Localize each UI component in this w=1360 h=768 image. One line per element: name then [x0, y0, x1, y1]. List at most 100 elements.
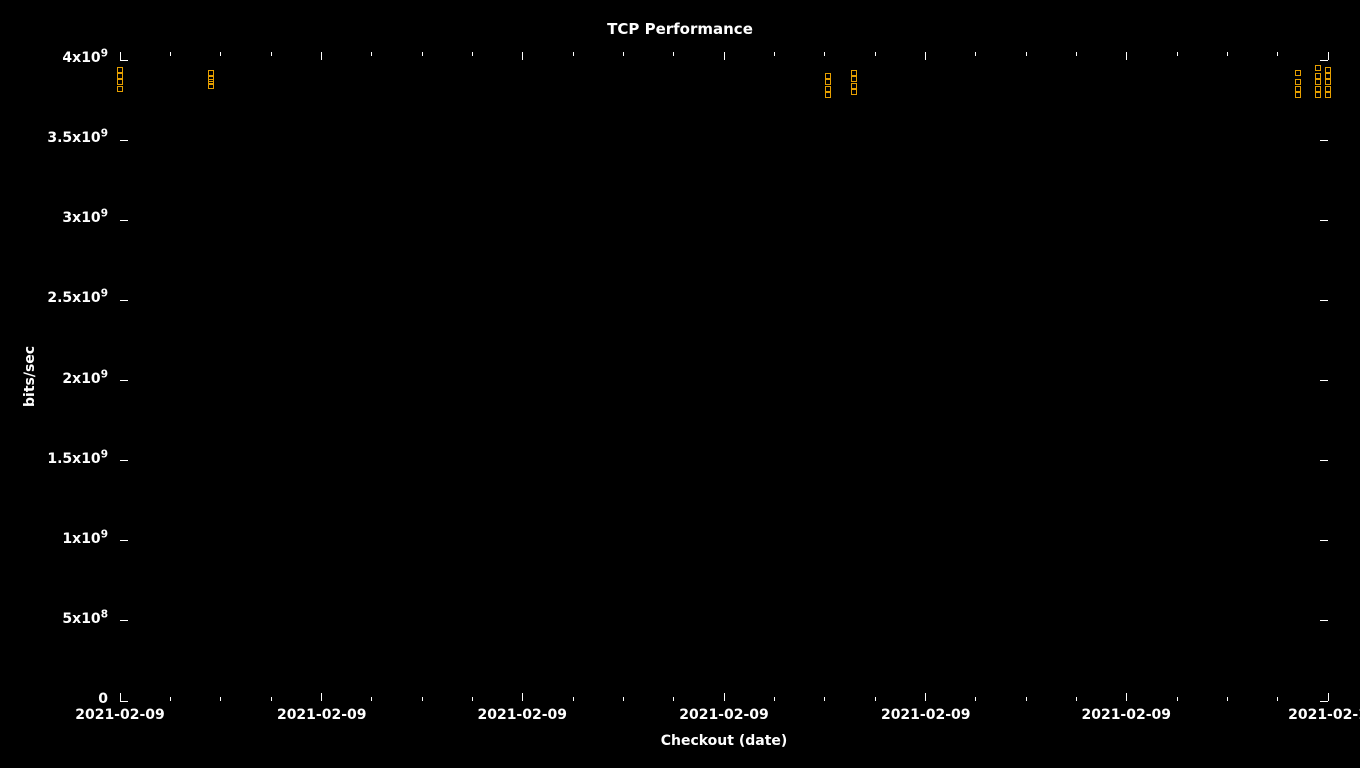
data-point	[1315, 92, 1321, 98]
data-point	[117, 73, 123, 79]
data-point	[117, 86, 123, 92]
x-axis-label: Checkout (date)	[120, 733, 1328, 749]
x-minor-tick	[673, 697, 674, 701]
data-point	[1315, 73, 1321, 79]
data-point	[851, 83, 857, 89]
y-tick-label: 4x109	[0, 50, 108, 66]
x-minor-tick	[573, 52, 574, 56]
y-tick-label: 3.5x109	[0, 130, 108, 146]
data-point	[851, 70, 857, 76]
chart-title: TCP Performance	[0, 20, 1360, 38]
y-tick-label: 2x109	[0, 371, 108, 387]
y-tick	[1320, 460, 1328, 461]
data-point	[1315, 65, 1321, 71]
x-minor-tick	[623, 52, 624, 56]
data-point	[825, 86, 831, 92]
x-minor-tick	[220, 52, 221, 56]
y-tick	[120, 380, 128, 381]
data-point	[117, 79, 123, 85]
y-tick	[120, 140, 128, 141]
y-tick-label: 1.5x109	[0, 451, 108, 467]
x-minor-tick	[1177, 697, 1178, 701]
data-point	[851, 76, 857, 82]
x-minor-tick	[170, 697, 171, 701]
data-point	[1295, 86, 1301, 92]
y-tick-label: 5x108	[0, 611, 108, 627]
data-point	[1295, 70, 1301, 76]
x-tick-label: 2021-02-09	[1066, 707, 1186, 723]
x-minor-tick	[170, 52, 171, 56]
y-tick	[1320, 220, 1328, 221]
y-tick	[1320, 140, 1328, 141]
x-minor-tick	[573, 697, 574, 701]
x-tick	[1328, 693, 1329, 701]
y-tick	[120, 540, 128, 541]
data-point	[1315, 86, 1321, 92]
x-minor-tick	[1227, 52, 1228, 56]
x-minor-tick	[1076, 52, 1077, 56]
x-tick-label: 2021-02-09	[866, 707, 986, 723]
y-tick-label: 3x109	[0, 210, 108, 226]
x-tick	[321, 52, 322, 60]
data-point	[825, 73, 831, 79]
y-tick	[120, 620, 128, 621]
x-minor-tick	[774, 697, 775, 701]
y-tick	[1320, 380, 1328, 381]
x-tick-label: 2021-02-09	[262, 707, 382, 723]
y-tick	[120, 460, 128, 461]
x-minor-tick	[220, 697, 221, 701]
x-tick	[522, 693, 523, 701]
x-tick	[522, 52, 523, 60]
data-point	[117, 67, 123, 73]
x-tick	[1126, 52, 1127, 60]
data-point	[1325, 67, 1331, 73]
data-point	[1325, 79, 1331, 85]
x-minor-tick	[975, 697, 976, 701]
data-point	[1295, 92, 1301, 98]
x-minor-tick	[1227, 697, 1228, 701]
x-tick	[724, 52, 725, 60]
x-tick-label: 2021-02-09	[462, 707, 582, 723]
x-minor-tick	[975, 52, 976, 56]
x-minor-tick	[875, 52, 876, 56]
data-point	[825, 79, 831, 85]
x-minor-tick	[271, 697, 272, 701]
x-minor-tick	[472, 52, 473, 56]
x-minor-tick	[1026, 52, 1027, 56]
x-minor-tick	[1076, 697, 1077, 701]
y-tick	[120, 300, 128, 301]
x-tick	[321, 693, 322, 701]
x-minor-tick	[1026, 697, 1027, 701]
tcp-performance-chart: TCP Performance bits/sec Checkout (date)…	[0, 0, 1360, 768]
x-tick	[724, 693, 725, 701]
x-minor-tick	[623, 697, 624, 701]
data-point	[208, 70, 214, 76]
data-point	[825, 92, 831, 98]
x-minor-tick	[774, 52, 775, 56]
data-point	[1315, 79, 1321, 85]
data-point	[208, 83, 214, 89]
data-point	[1325, 73, 1331, 79]
x-minor-tick	[422, 52, 423, 56]
x-minor-tick	[1277, 52, 1278, 56]
x-tick-label: 2021-02-09	[664, 707, 784, 723]
x-minor-tick	[271, 52, 272, 56]
x-minor-tick	[1277, 697, 1278, 701]
y-tick	[120, 60, 128, 61]
y-tick-label: 0	[0, 691, 108, 707]
x-tick	[1126, 693, 1127, 701]
x-tick-label: 2021-02-1	[1268, 707, 1360, 723]
x-minor-tick	[371, 697, 372, 701]
x-tick	[925, 693, 926, 701]
data-point	[1295, 79, 1301, 85]
x-minor-tick	[824, 697, 825, 701]
x-minor-tick	[875, 697, 876, 701]
x-tick	[120, 693, 121, 701]
x-minor-tick	[1177, 52, 1178, 56]
x-tick	[925, 52, 926, 60]
data-point	[1325, 86, 1331, 92]
data-point	[1325, 92, 1331, 98]
y-tick	[1320, 300, 1328, 301]
x-minor-tick	[472, 697, 473, 701]
x-tick-label: 2021-02-09	[60, 707, 180, 723]
